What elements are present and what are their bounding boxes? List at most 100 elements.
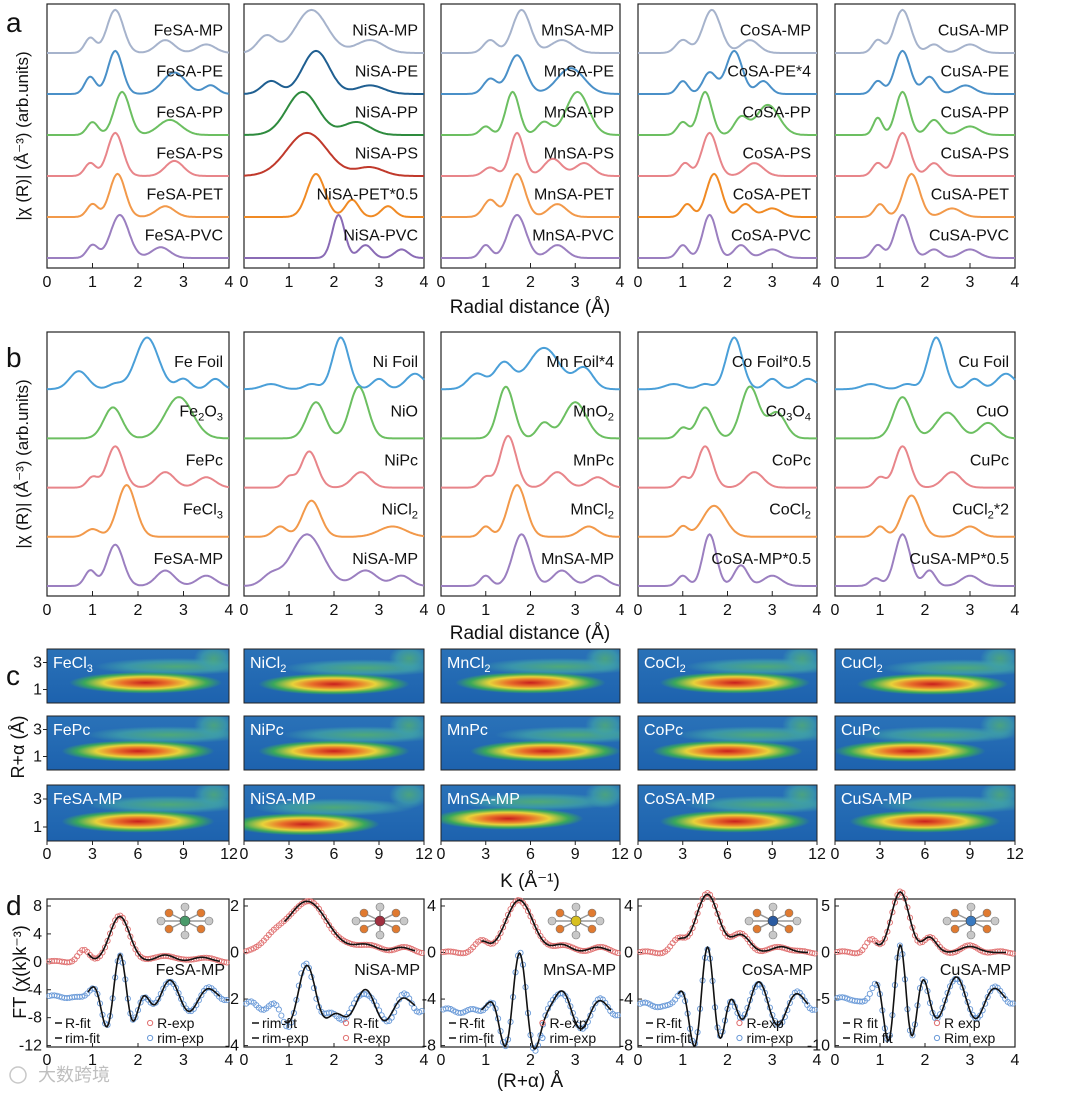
rim-fit-line: [677, 945, 809, 1048]
atom: [982, 924, 992, 934]
rim-exp-point: [117, 952, 124, 959]
x-tick-label: 4: [813, 602, 822, 619]
atom: [784, 908, 794, 918]
rim-exp-point: [811, 1006, 818, 1013]
plot-frame: [637, 715, 818, 771]
atom: [768, 930, 778, 940]
legend-label: R-fit: [656, 1015, 682, 1031]
watermark-text: 大数跨境: [38, 1065, 110, 1085]
x-tick-label: 6: [723, 846, 732, 863]
legend-circle-swatch: [933, 1034, 941, 1042]
x-tick-label: 12: [415, 846, 433, 863]
atom: [391, 908, 401, 918]
rim-exp-point: [859, 998, 866, 1005]
heatmap-ridge: [881, 659, 1015, 677]
heatmap-side-lobe: [585, 649, 620, 673]
series-line-FeSA-MP: [47, 8, 230, 54]
atom: [351, 916, 361, 926]
r-fit-line: [874, 891, 1006, 954]
curve-label: FeSA-PVC: [145, 227, 223, 244]
heatmap-label: FePc: [53, 722, 90, 739]
series-line-CuCl2*2: [835, 494, 1015, 538]
heatmap-label: FeSA-MP: [53, 791, 122, 808]
series-line-NiSA-PVC: [244, 213, 425, 259]
curve-label: CuSA-PVC: [929, 227, 1009, 244]
heatmap-maximum: [652, 740, 803, 762]
curve-label: CoSA-PET: [733, 186, 811, 203]
fit-panel-title: FeSA-MP: [156, 962, 225, 979]
series-line-Fe2O3: [47, 396, 230, 440]
series-line-MnO2: [441, 385, 620, 440]
series-line-FeSA-PE: [47, 49, 230, 95]
x-tick-label: 3: [179, 602, 188, 619]
y-tick-label: -8: [422, 1038, 436, 1055]
atom: [595, 916, 605, 926]
series-line-FePc: [47, 445, 230, 489]
series-line-NiO: [244, 385, 424, 440]
atom: [587, 924, 597, 934]
series-line-CoPc: [638, 445, 817, 489]
x-tick-label: 1: [876, 1052, 885, 1069]
heatmap-maximum: [61, 740, 215, 762]
atom: [164, 908, 174, 918]
panel-b-Mn: 0 1 2 3 4 Mn Foil*4 MnO2​ MnPc MnCl2​ MnSA-MP: [437, 331, 625, 619]
series-line-NiSA-PE: [243, 49, 424, 95]
x-tick-label: 1: [876, 602, 885, 619]
heatmap-MnSA-MP: MnSA-MP 0 3 6 9 12: [437, 784, 629, 863]
series-line-NiSA-PET*0.5: [244, 172, 424, 218]
y-tick-label: 0: [33, 954, 42, 971]
x-tick-label: 0: [43, 274, 52, 291]
x-tick-label: 0: [43, 602, 52, 619]
x-tick-label: 2: [526, 274, 535, 291]
x-tick-label: 0: [240, 274, 249, 291]
legend-label: R-exp: [157, 1015, 195, 1031]
r-exp-point: [223, 959, 230, 966]
rim-exp-point: [91, 985, 98, 993]
y-tick-label: 5: [821, 898, 830, 915]
heatmap-maximum: [856, 673, 1009, 695]
panel-letter-b: b: [6, 342, 22, 373]
atom: [990, 916, 1000, 926]
r-fit-line: [678, 893, 809, 954]
rim-exp-point: [502, 1043, 509, 1050]
molecule-structure-icon: [351, 902, 409, 940]
legend-label: R-fit: [65, 1015, 91, 1031]
atom: [359, 908, 369, 918]
series-line-FeSA-PET: [47, 172, 229, 218]
rim-exp-point: [1009, 1000, 1016, 1007]
legend-label: rim-fit: [656, 1030, 691, 1046]
curve-label: CuSA-PE: [941, 63, 1009, 80]
r-exp-point: [736, 930, 744, 937]
curve-label: MnSA-PET: [534, 186, 614, 203]
r-fit-line: [87, 915, 220, 962]
curve-label: NiSA-PS: [355, 145, 418, 162]
series-line-CuSA-PET: [835, 172, 1015, 218]
legend-label: R-fit: [459, 1015, 485, 1031]
r-exp-point: [416, 949, 423, 956]
x-tick-label: 0: [240, 846, 249, 863]
rim-exp-point: [396, 996, 403, 1003]
legend-label: Rim exp: [944, 1030, 996, 1046]
x-tick-label: 3: [571, 602, 580, 619]
panel-letter-c: c: [6, 660, 20, 691]
r-exp-point: [497, 930, 504, 937]
series-line-CoSA-PET: [638, 172, 817, 218]
curve-label: Cu Foil: [958, 354, 1009, 371]
x-tick-label: 12: [611, 846, 629, 863]
legend-label: R fit: [853, 1015, 878, 1031]
heatmap-NiPc: NiPc: [243, 715, 425, 771]
curve-label: MnPc: [573, 453, 614, 470]
series-line-NiSA-PS: [243, 131, 424, 177]
plot-frame: [637, 648, 818, 704]
r-exp-point: [532, 923, 539, 930]
series-line-NiSA-MP: [243, 533, 425, 587]
heatmap-maximum: [61, 810, 215, 833]
curve-label: Fe Foil: [174, 354, 223, 371]
x-tick-label: 3: [179, 1052, 188, 1069]
molecule-structure-icon: [744, 902, 802, 940]
x-tick-label: 3: [375, 274, 384, 291]
legend-label: rim-exp: [157, 1030, 204, 1046]
legend-label: R-exp: [353, 1030, 391, 1046]
legend-label: R-fit: [353, 1015, 379, 1031]
